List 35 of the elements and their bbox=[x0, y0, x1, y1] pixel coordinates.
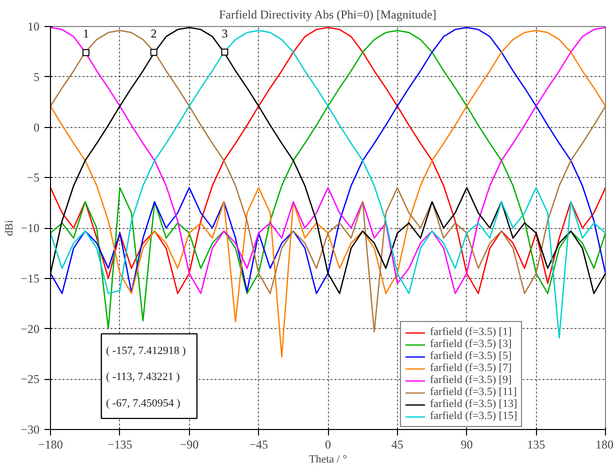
annotation: ( -67, 7.450954 ) bbox=[106, 397, 181, 410]
x-tick-label: −90 bbox=[180, 438, 199, 452]
legend-label: farfield (f=3.5) [15] bbox=[430, 410, 518, 422]
y-tick-label: 5 bbox=[34, 70, 40, 84]
y-tick-label: −25 bbox=[20, 372, 40, 386]
x-tick-label: −180 bbox=[38, 438, 63, 452]
annotation: ( -157, 7.412918 ) bbox=[106, 344, 186, 357]
annotation: 1 bbox=[82, 26, 89, 40]
x-tick-label: 45 bbox=[391, 438, 404, 452]
legend-label: farfield (f=3.5) [13] bbox=[430, 398, 518, 410]
x-tick-label: 90 bbox=[460, 438, 473, 452]
y-axis-title: dBi bbox=[4, 220, 16, 236]
annotation: 2 bbox=[150, 26, 157, 40]
y-tick-label: −30 bbox=[20, 422, 40, 436]
annotation: ( -113, 7.43221 ) bbox=[106, 371, 180, 384]
chart-title: Farfield Directivity Abs (Phi=0) [Magnitude] bbox=[218, 8, 436, 22]
legend-label: farfield (f=3.5) [3] bbox=[430, 338, 512, 350]
annotation: 3 bbox=[222, 26, 228, 40]
legend-label: farfield (f=3.5) [9] bbox=[430, 374, 512, 386]
y-tick-label: 10 bbox=[28, 20, 40, 34]
y-tick-label: 0 bbox=[34, 120, 40, 134]
legend-label: farfield (f=3.5) [11] bbox=[430, 386, 517, 398]
x-tick-label: 0 bbox=[325, 438, 331, 452]
x-axis-title: Theta / ° bbox=[309, 454, 347, 466]
legend-label: farfield (f=3.5) [1] bbox=[430, 326, 512, 338]
x-tick-label: −45 bbox=[249, 438, 268, 452]
x-tick-label: 135 bbox=[527, 438, 546, 452]
y-tick-label: −20 bbox=[20, 322, 40, 336]
y-tick-label: −15 bbox=[20, 271, 40, 286]
y-tick-label: −5 bbox=[26, 170, 40, 185]
legend-label: farfield (f=3.5) [7] bbox=[430, 362, 512, 374]
x-tick-label: −135 bbox=[107, 438, 132, 452]
x-tick-label: 180 bbox=[596, 438, 613, 452]
legend-label: farfield (f=3.5) [5] bbox=[430, 350, 512, 362]
y-tick-label: −10 bbox=[20, 221, 40, 235]
